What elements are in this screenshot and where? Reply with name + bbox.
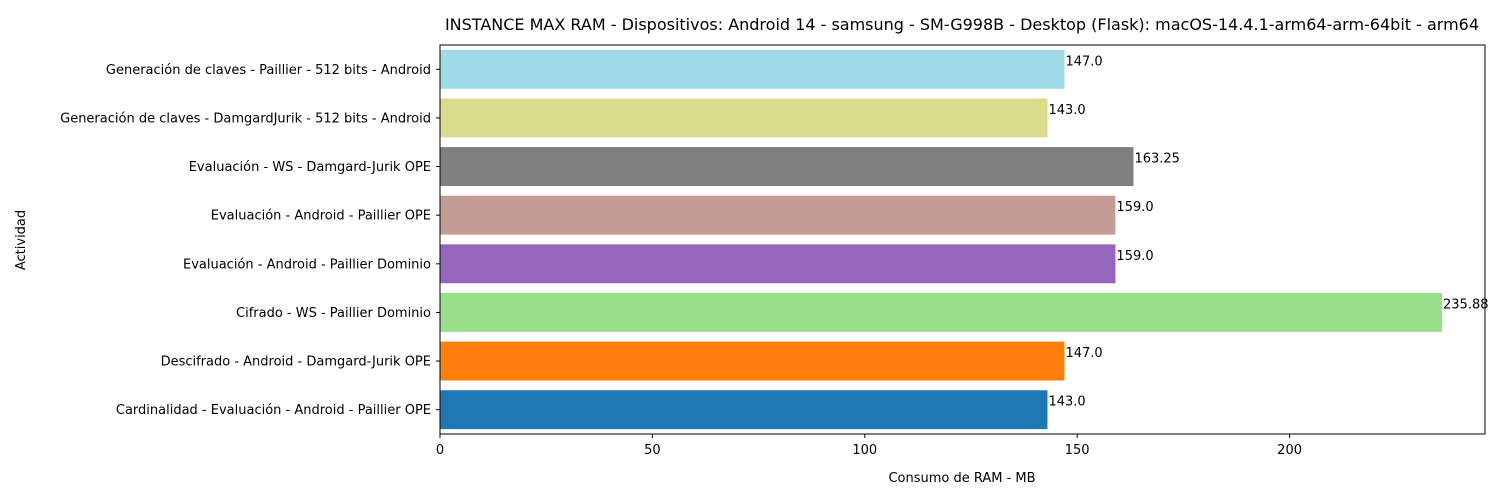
value-label: 235.88 bbox=[1443, 297, 1489, 312]
value-label: 143.0 bbox=[1048, 103, 1085, 118]
category-label: Cifrado - WS - Paillier Dominio bbox=[236, 306, 431, 321]
x-tick-label: 50 bbox=[644, 443, 661, 458]
x-tick-label: 150 bbox=[1065, 443, 1090, 458]
bar bbox=[440, 341, 1065, 381]
bar bbox=[440, 244, 1116, 284]
bar bbox=[440, 147, 1134, 187]
category-labels: Cardinalidad - Evaluación - Android - Pa… bbox=[60, 63, 440, 418]
category-label: Evaluación - Android - Paillier Dominio bbox=[183, 257, 431, 272]
y-axis-label: Actividad bbox=[14, 210, 29, 270]
x-tick-label: 200 bbox=[1277, 443, 1302, 458]
value-label: 143.0 bbox=[1048, 395, 1085, 410]
value-label: 159.0 bbox=[1116, 249, 1153, 264]
x-axis-label: Consumo de RAM - MB bbox=[888, 471, 1035, 486]
chart-title: INSTANCE MAX RAM - Dispositivos: Android… bbox=[445, 15, 1479, 34]
bar bbox=[440, 390, 1048, 430]
value-label: 159.0 bbox=[1116, 200, 1153, 215]
category-label: Cardinalidad - Evaluación - Android - Pa… bbox=[116, 403, 431, 418]
bars-group bbox=[440, 49, 1443, 430]
value-labels: 143.0 147.0 235.88 159.0 159.0 163.25 143.0 147… bbox=[1048, 54, 1488, 409]
value-label: 147.0 bbox=[1065, 54, 1102, 69]
bar bbox=[440, 49, 1065, 89]
value-label: 147.0 bbox=[1065, 346, 1102, 361]
category-label: Evaluación - Android - Paillier OPE bbox=[211, 209, 431, 224]
category-label: Descifrado - Android - Damgard-Jurik OPE bbox=[161, 355, 431, 370]
category-label: Generación de claves - DamgardJurik - 51… bbox=[60, 111, 431, 126]
x-tick-label: 0 bbox=[436, 443, 444, 458]
x-axis-ticks: 0 50 100 150 200 bbox=[436, 434, 1302, 458]
plot-frame bbox=[439, 44, 1486, 435]
bar bbox=[440, 195, 1116, 235]
bar bbox=[440, 292, 1443, 332]
category-label: Generación de claves - Paillier - 512 bi… bbox=[106, 63, 431, 78]
value-label: 163.25 bbox=[1134, 152, 1180, 167]
x-tick-label: 100 bbox=[852, 443, 877, 458]
bar bbox=[440, 98, 1048, 138]
category-label: Evaluación - WS - Damgard-Jurik OPE bbox=[189, 160, 431, 175]
